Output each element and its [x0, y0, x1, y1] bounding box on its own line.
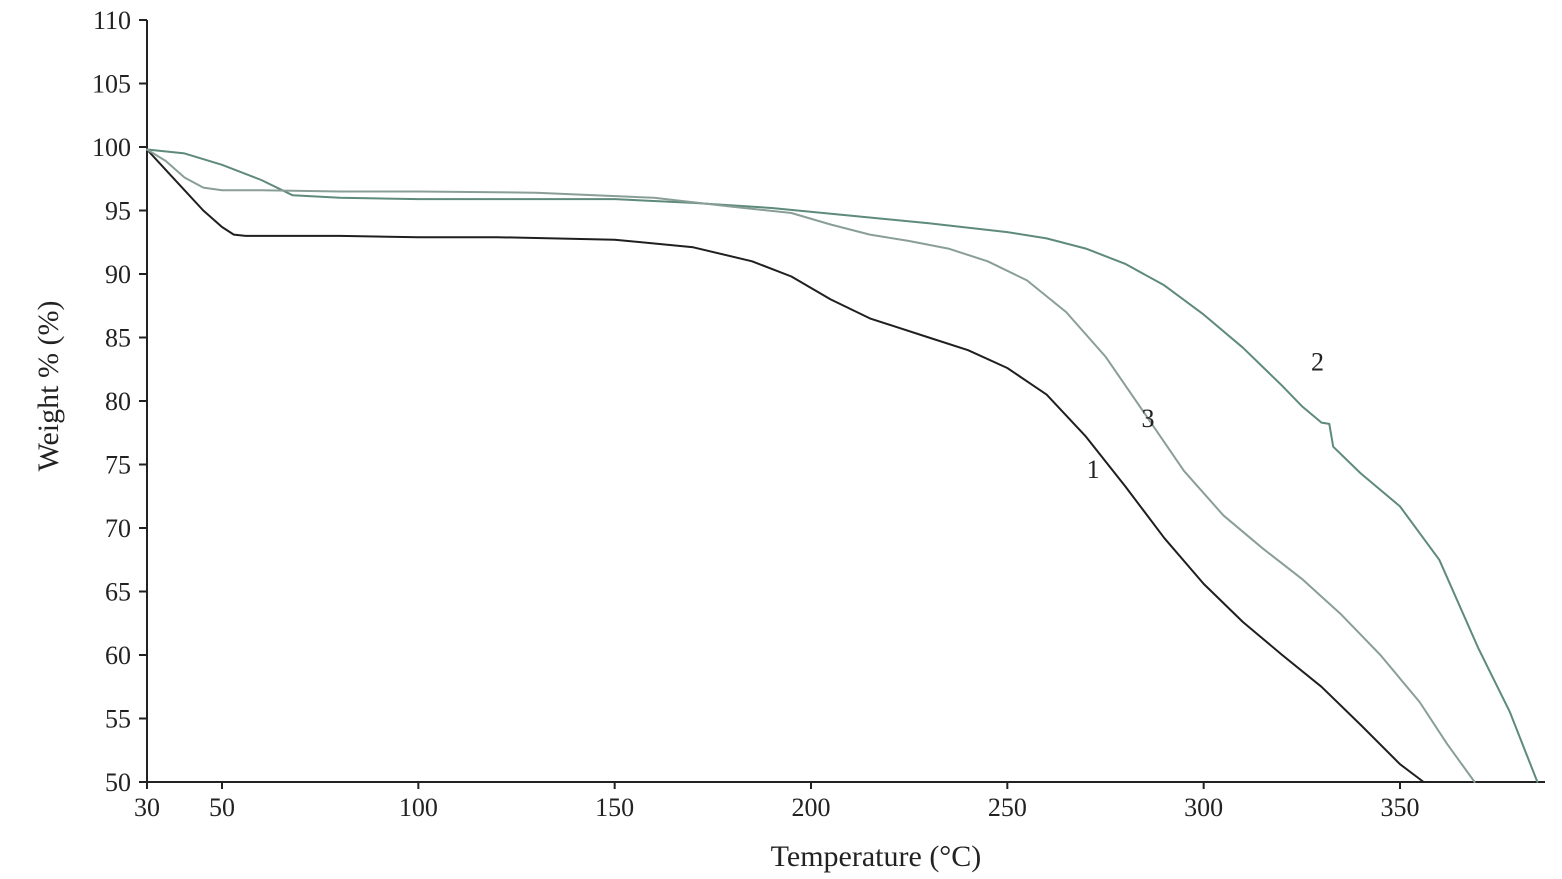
y-tick-label: 65	[105, 578, 131, 607]
x-tick-label: 200	[792, 793, 831, 822]
y-tick-label: 55	[105, 705, 131, 734]
y-tick-label: 60	[105, 641, 131, 670]
x-tick-label: 350	[1381, 793, 1420, 822]
x-tick-label: 300	[1184, 793, 1223, 822]
y-tick-label: 85	[105, 324, 131, 353]
y-tick-label: 50	[105, 768, 131, 797]
y-tick-label: 75	[105, 451, 131, 480]
series-label-2: 2	[1311, 348, 1324, 377]
y-tick-label: 110	[93, 6, 131, 35]
y-tick-label: 95	[105, 197, 131, 226]
x-tick-label: 150	[595, 793, 634, 822]
x-tick-label: 50	[209, 793, 235, 822]
x-axis-title: Temperature (°C)	[771, 840, 982, 873]
y-tick-label: 100	[92, 133, 131, 162]
series-line-3	[146, 148, 1476, 783]
y-tick-label: 105	[92, 70, 131, 99]
y-axis-title: Weight % (%)	[32, 301, 65, 472]
series-line-1	[146, 148, 1425, 783]
y-tick-label: 80	[105, 387, 131, 416]
series-label-3: 3	[1142, 404, 1155, 433]
series-label-1: 1	[1087, 455, 1100, 484]
y-tick-label: 90	[105, 260, 131, 289]
series-labels: 1 2 3	[1087, 348, 1324, 485]
y-tick-label: 70	[105, 514, 131, 543]
series-line-2	[146, 148, 1539, 783]
x-tick-label: 250	[988, 793, 1027, 822]
series-group	[146, 148, 1539, 783]
x-axis-ticks: 30 50 100 150 200 250 300 350	[134, 782, 1420, 822]
x-tick-label: 100	[399, 793, 438, 822]
axes	[146, 20, 1545, 783]
x-tick-label: 30	[134, 793, 160, 822]
y-axis-ticks: 50 55 60 65 70 75 80 85 90 95 100 105 110	[92, 6, 147, 797]
